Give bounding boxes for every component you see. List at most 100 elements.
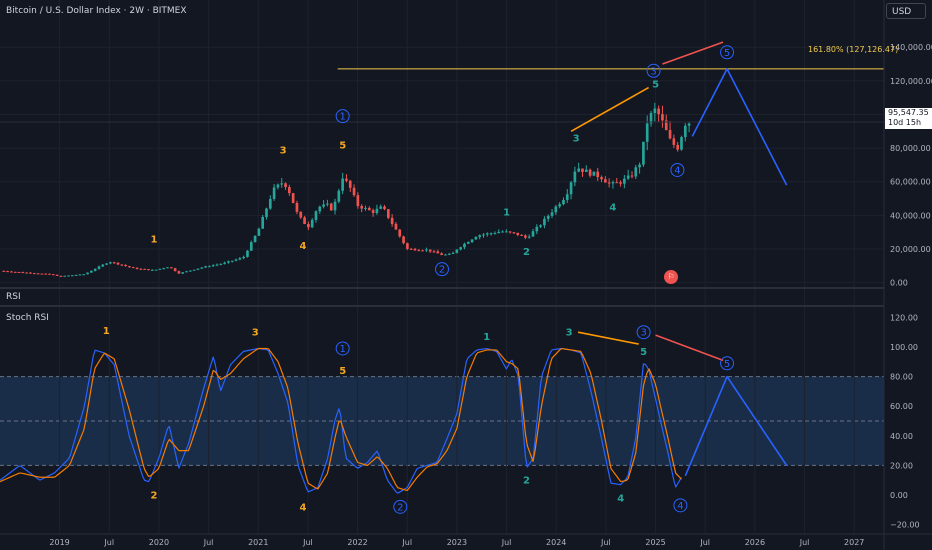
candle-body [295,202,299,212]
price-divergence-orange [570,86,649,132]
candle-body [508,231,512,233]
candle-body [158,268,162,270]
price-candles[interactable] [2,102,691,277]
stoch-tick-label: 80.00 [890,373,913,382]
stoch-tick-label: 100.00 [890,343,918,352]
candle-body [310,219,314,228]
candle-body [143,268,147,270]
candle-body [668,130,672,139]
currency-button[interactable]: USD [886,3,926,19]
time-tick-label: 2019 [49,538,69,547]
stoch-tick-label: −20.00 [890,521,920,530]
price-wave-label: 4 [674,165,680,176]
candle-body [413,248,417,251]
candle-body [288,187,291,194]
candle-body [272,187,276,199]
candle-body [55,274,59,276]
candle-body [227,261,230,263]
price-tick-label: 140,000.00 [890,43,932,52]
price-wave-label: 4 [609,202,616,213]
candle-body [558,204,561,207]
candle-body [116,262,120,265]
stoch-wave-label: 5 [640,347,647,358]
time-tick-label: Jul [600,538,611,547]
candle-body [276,184,280,188]
time-tick-label: Jul [203,538,214,547]
candle-body [10,271,13,273]
price-wave-circle [720,45,735,60]
candle-body [607,182,611,184]
candle-body [634,167,638,177]
candle-body [139,268,143,270]
stoch-wave-label: 4 [617,493,624,504]
candle-body [208,266,211,268]
candle-body [531,231,535,237]
candle-body [329,203,333,211]
candle-body [436,251,440,254]
candle-body [44,273,48,275]
candle-body [13,271,17,273]
candle-body [588,169,592,176]
candle-body [581,168,584,172]
stoch-wave-label: 2 [150,491,157,502]
stoch-divergence-orange [577,331,639,345]
price-wave-circle [335,109,350,124]
price-tick-label: 80,000.00 [890,144,931,153]
time-tick-label: 2025 [645,538,665,547]
candle-body [59,275,63,277]
candle-body [204,266,207,268]
candle-body [78,274,82,276]
candle-body [333,201,337,211]
candle-body [680,137,683,150]
candle-body [444,254,447,256]
candle-body [371,210,375,213]
candle-body [645,123,649,142]
candle-body [447,253,451,255]
time-tick-label: 2022 [347,538,367,547]
price-wave-label: 1 [150,234,157,245]
candle-body [128,266,131,268]
candle-body [657,108,660,115]
candle-body [375,208,379,213]
candle-body [478,235,482,238]
candle-body [543,218,546,226]
candle-body [40,273,44,275]
candle-body [261,216,265,229]
candle-body [432,251,436,253]
candle-body [223,262,226,264]
candle-body [672,138,676,145]
candle-body [623,178,626,184]
candle-body [185,271,188,273]
candle-body [71,275,74,277]
candle-body [402,236,405,244]
candle-body [177,271,181,274]
candle-body [93,268,97,271]
price-tick-label: 40,000.00 [890,211,931,220]
stoch-wave-label: 1 [483,332,490,343]
event-flag-icon[interactable]: ⚐ [664,270,678,284]
candle-body [394,223,398,230]
candle-body [466,242,470,244]
stoch-wave-label: 1 [339,344,345,355]
candle-body [485,233,489,235]
candle-body [474,237,478,240]
candle-body [303,217,306,225]
candle-body [653,108,657,114]
candle-body [147,269,150,271]
wave-labels: 1 3 4 5 1 2 1 2 3 4 5 3 4 5 1 2 3 4 1 5 2 1 2 3 4 5 3 4 5 [103,45,735,514]
stoch-wave-label: 3 [252,328,259,339]
candle-body [360,206,364,209]
candle-body [489,233,493,235]
candle-body [112,262,116,264]
price-wave-label: 2 [439,265,445,276]
candle-body [505,231,508,233]
stoch-tick-label: 20.00 [890,461,913,470]
stoch-tick-label: 40.00 [890,432,913,441]
candle-body [63,275,67,277]
candle-body [604,179,607,183]
price-wave-label: 2 [523,247,530,258]
candle-body [425,249,428,251]
price-tick-label: 0.00 [890,279,908,288]
candle-body [687,123,691,126]
